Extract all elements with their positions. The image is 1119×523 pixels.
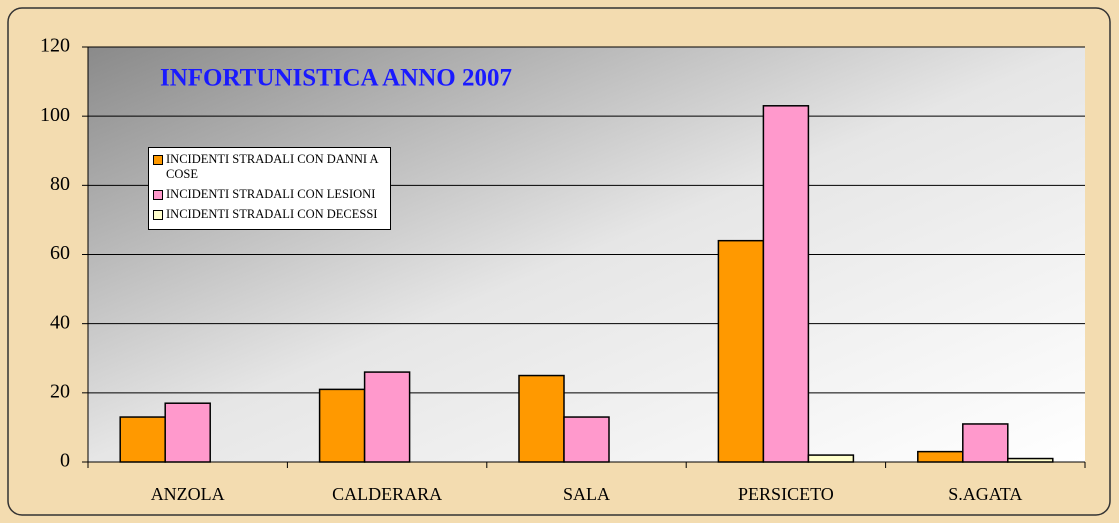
y-tick-label: 100: [40, 104, 70, 126]
bar: [917, 450, 964, 463]
y-tick-label: 80: [50, 173, 70, 195]
y-tick-label: 60: [50, 242, 70, 264]
bar: [318, 388, 366, 463]
bar: [518, 374, 565, 463]
legend-entry: INCIDENTI STRADALI CON DANNI A COSE: [153, 152, 386, 182]
chart-title: INFORTUNISTICA ANNO 2007: [160, 65, 512, 92]
x-tick-label: S.AGATA: [948, 484, 1022, 504]
x-tick-label: CALDERARA: [332, 484, 442, 504]
legend-swatch: [153, 155, 163, 165]
y-tick-label: 120: [40, 35, 70, 57]
frame: [7, 7, 1111, 516]
bar: [563, 416, 610, 463]
y-tick-label: 0: [60, 450, 70, 472]
y-tick-label: 40: [50, 311, 70, 333]
bar: [717, 239, 765, 463]
x-tick-label: PERSICETO: [738, 484, 834, 504]
legend-swatch: [153, 190, 163, 200]
y-tick-label: 20: [50, 380, 70, 402]
bar: [1007, 457, 1054, 463]
legend-swatch: [153, 210, 163, 220]
bar: [962, 423, 1009, 463]
legend-label: INCIDENTI STRADALI CON DANNI A COSE: [166, 152, 378, 181]
legend-entry: INCIDENTI STRADALI CON DECESSI: [153, 207, 386, 222]
x-tick-label: SALA: [563, 484, 610, 504]
bar: [762, 105, 810, 463]
x-tick-label: ANZOLA: [151, 484, 225, 504]
legend-entry: INCIDENTI STRADALI CON LESIONI: [153, 187, 386, 202]
bar: [807, 454, 855, 463]
bar: [363, 371, 411, 463]
bar: [119, 416, 166, 463]
legend: INCIDENTI STRADALI CON DANNI A COSE INCID…: [148, 147, 391, 230]
bar: [164, 402, 211, 463]
legend-label: INCIDENTI STRADALI CON DECESSI: [166, 207, 378, 221]
legend-label: INCIDENTI STRADALI CON LESIONI: [166, 187, 376, 201]
